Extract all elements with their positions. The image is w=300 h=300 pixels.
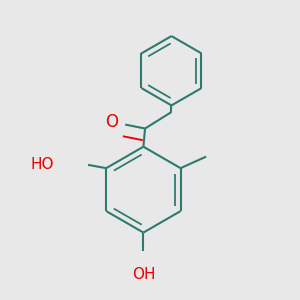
Text: O: O — [106, 113, 118, 131]
Text: HO: HO — [31, 158, 54, 172]
Text: OH: OH — [132, 267, 155, 282]
